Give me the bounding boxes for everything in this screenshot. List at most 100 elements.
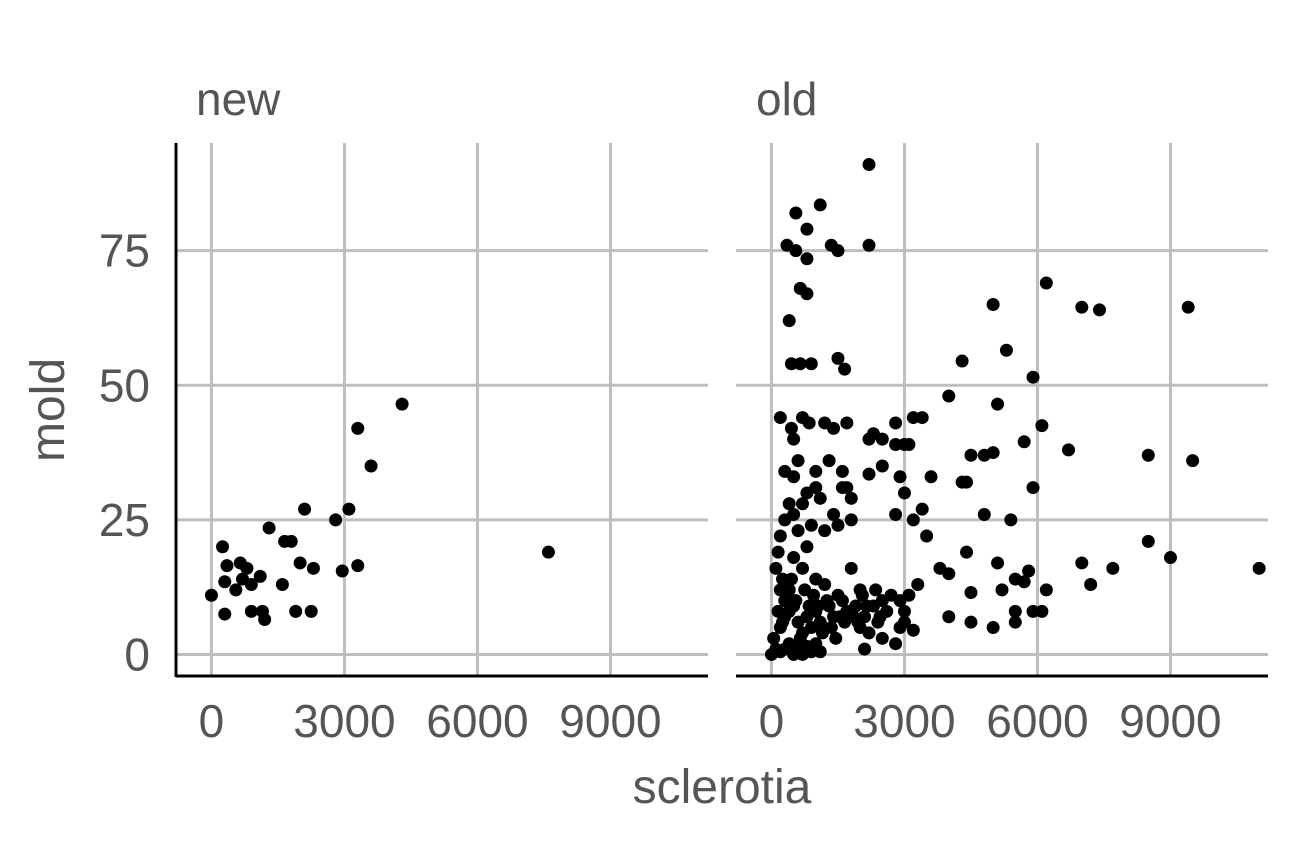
data-point-old-63	[964, 615, 978, 629]
x-tick-label-new-6000: 6000	[426, 695, 528, 747]
data-point-old-26	[942, 389, 956, 403]
data-point-old-18	[1039, 276, 1053, 290]
data-point-old-178	[793, 631, 807, 645]
data-point-old-181	[807, 588, 821, 602]
data-point-old-110	[844, 491, 858, 505]
data-point-old-100	[809, 481, 823, 495]
data-point-old-40	[977, 507, 991, 521]
x-tick-labels-new: 0 3000 6000 9000	[199, 695, 662, 747]
data-point-old-87	[822, 454, 836, 468]
data-point-old-185	[824, 621, 838, 635]
data-point-old-193	[860, 599, 874, 613]
points-new	[204, 397, 555, 626]
data-point-new-9	[253, 569, 267, 583]
data-point-old-30	[1062, 443, 1075, 457]
data-point-old-77	[787, 432, 801, 446]
data-point-old-195	[873, 610, 887, 624]
data-point-old-58	[1017, 575, 1031, 589]
x-axis-title: sclerotia	[633, 761, 812, 814]
data-point-old-21	[1093, 303, 1107, 317]
data-point-old-155	[889, 637, 903, 651]
data-point-old-27	[991, 397, 1005, 411]
data-point-old-8	[831, 244, 845, 258]
data-point-old-90	[875, 459, 889, 473]
data-point-old-172	[767, 631, 781, 645]
data-point-old-132	[897, 604, 911, 618]
data-point-old-2	[813, 198, 827, 212]
data-point-old-14	[793, 357, 807, 371]
data-point-old-97	[787, 507, 801, 521]
data-point-old-80	[889, 437, 903, 451]
data-point-old-0	[862, 158, 876, 172]
data-point-new-23	[329, 513, 343, 527]
data-point-new-25	[342, 502, 356, 516]
data-point-new-2	[220, 559, 234, 573]
data-point-old-20	[1075, 300, 1089, 314]
data-point-old-158	[906, 623, 920, 637]
x-tick-labels-old: 0 3000 6000 9000	[759, 695, 1222, 747]
data-point-new-0	[204, 588, 218, 602]
data-point-old-125	[844, 561, 858, 575]
data-point-old-184	[820, 594, 834, 608]
data-point-old-104	[804, 518, 818, 532]
data-point-old-22	[1181, 300, 1195, 314]
data-point-old-74	[889, 416, 903, 430]
data-point-old-152	[862, 626, 876, 640]
data-point-new-19	[289, 604, 303, 618]
data-point-old-66	[773, 411, 787, 425]
data-point-old-93	[897, 486, 911, 500]
data-point-old-48	[1075, 556, 1089, 570]
data-point-old-84	[791, 454, 805, 468]
x-tick-label-new-3000: 3000	[293, 695, 395, 747]
data-point-old-35	[1186, 454, 1200, 468]
data-point-old-85	[787, 470, 801, 484]
x-tick-label-old-3000: 3000	[853, 695, 955, 747]
data-point-old-114	[771, 545, 785, 559]
data-point-old-29	[1017, 435, 1031, 449]
data-point-old-91	[893, 470, 907, 484]
data-point-old-16	[831, 351, 845, 365]
data-point-old-76	[915, 411, 929, 425]
data-point-new-28	[364, 459, 378, 473]
data-point-new-4	[229, 583, 243, 597]
data-point-old-54	[1039, 583, 1053, 597]
data-point-new-1	[216, 540, 230, 554]
data-point-old-112	[889, 507, 903, 521]
data-point-old-23	[999, 343, 1013, 357]
data-point-old-1	[789, 206, 803, 220]
data-point-old-47	[1022, 564, 1036, 578]
data-point-old-62	[942, 610, 956, 624]
data-point-old-95	[773, 529, 787, 543]
data-point-old-67	[784, 421, 798, 435]
x-tick-label-old-0: 0	[759, 695, 785, 747]
data-point-old-39	[1026, 481, 1040, 495]
data-point-old-173	[771, 604, 785, 618]
data-point-old-55	[964, 586, 978, 600]
data-point-new-30	[541, 545, 555, 559]
data-point-old-107	[831, 518, 845, 532]
data-point-new-18	[293, 556, 307, 570]
panel-old: old 0 3000 6000 9000	[736, 73, 1268, 747]
data-point-old-24	[955, 354, 969, 368]
data-point-old-11	[800, 287, 814, 301]
y-tick-label-50: 50	[99, 359, 150, 411]
data-point-old-86	[809, 464, 823, 478]
panel-new: new 0 3000 6000 9000	[174, 73, 708, 747]
data-point-old-111	[835, 481, 849, 495]
data-point-old-154	[875, 631, 889, 645]
data-point-old-92	[906, 513, 920, 527]
data-point-new-10	[218, 607, 232, 621]
data-point-old-194	[869, 583, 883, 597]
data-point-old-19	[986, 298, 1000, 312]
data-point-new-21	[306, 561, 320, 575]
data-point-old-9	[862, 238, 876, 252]
data-point-old-82	[827, 421, 841, 435]
data-point-new-15	[275, 577, 289, 591]
data-point-old-56	[995, 583, 1009, 597]
data-point-old-69	[802, 416, 816, 430]
data-point-old-191	[851, 615, 865, 629]
x-tick-label-old-6000: 6000	[986, 695, 1088, 747]
data-point-old-44	[942, 567, 956, 581]
data-point-old-157	[897, 615, 911, 629]
